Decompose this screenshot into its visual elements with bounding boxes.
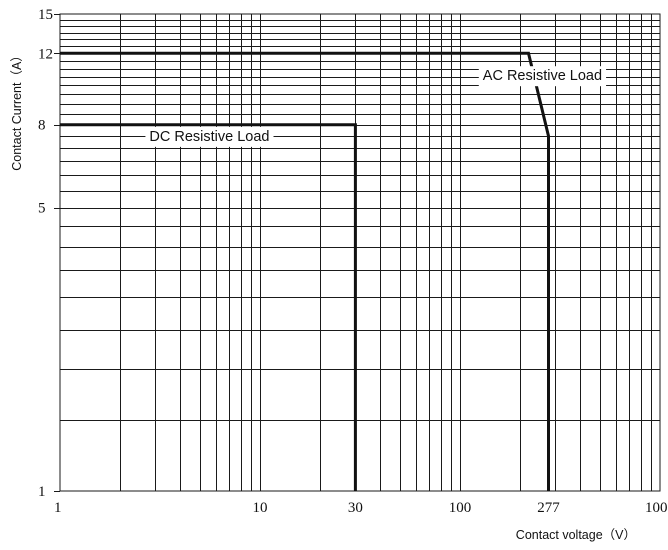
annotations-group: AC Resistive Load DC Resistive Load (145, 66, 607, 147)
y-tick-label: 15 (38, 7, 53, 23)
series-line-ac-resistive-load (60, 51, 550, 491)
x-tick-labels: 1 10 30 100 277 1000 (54, 500, 668, 516)
x-tick-label: 1 (54, 500, 62, 516)
series-label-bg (145, 126, 274, 147)
x-tick-label: 30 (348, 500, 363, 516)
series-line-dc-resistive-load (60, 123, 357, 491)
vertical-grid (120, 14, 652, 491)
x-tick-label: 277 (537, 500, 560, 516)
series-label-ac: AC Resistive Load (478, 66, 607, 87)
plot-frame (59, 13, 661, 492)
series-label-bg (478, 66, 607, 87)
y-axis-title: Contact Current（A） (10, 49, 24, 171)
y-tick-label: 8 (38, 118, 46, 134)
y-tick-label: 5 (38, 201, 46, 217)
x-axis-title: Contact voltage（V） (516, 528, 636, 542)
series-label-text: AC Resistive Load (483, 68, 602, 84)
x-tick-label: 10 (253, 500, 268, 516)
y-tick-label: 1 (38, 484, 46, 500)
y-tick-label: 12 (38, 46, 53, 62)
series-label-text: DC Resistive Load (149, 129, 269, 145)
x-tick-label: 1000 (645, 500, 668, 516)
series-label-dc: DC Resistive Load (145, 126, 274, 147)
series-group (60, 51, 550, 491)
x-tick-label: 100 (449, 500, 472, 516)
